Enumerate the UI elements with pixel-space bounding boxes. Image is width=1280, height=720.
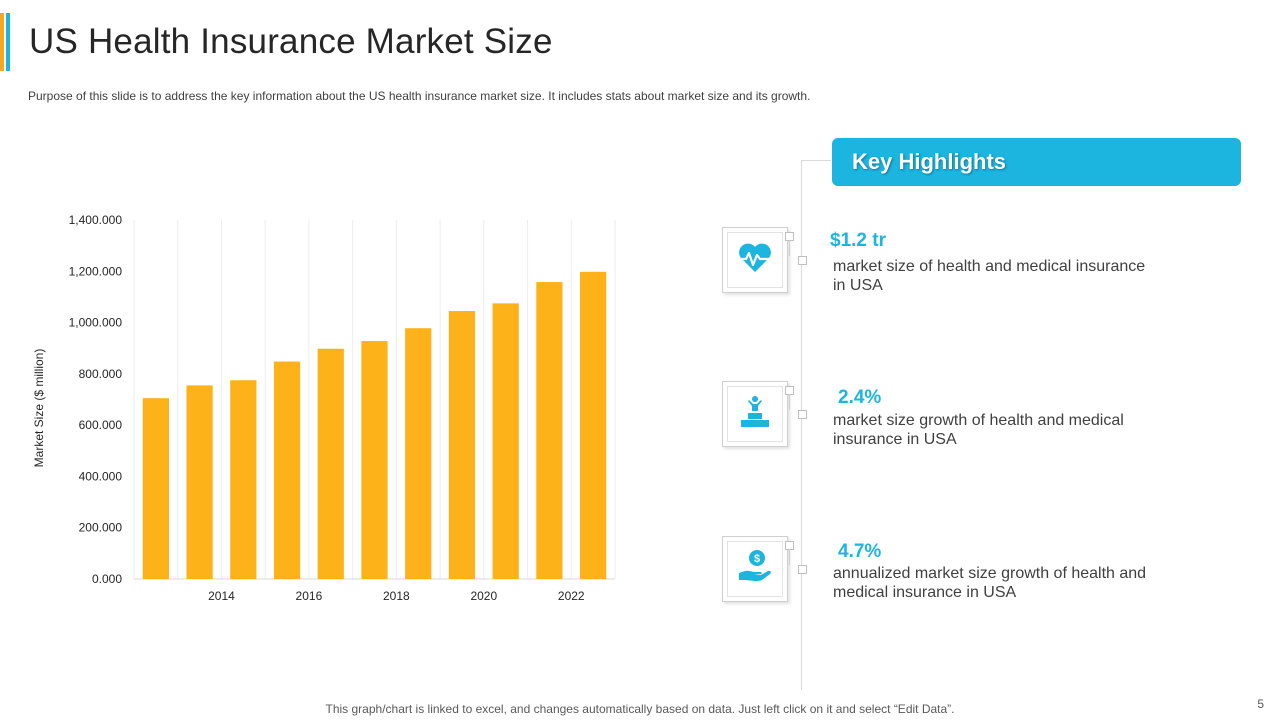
title-accent-blue [6,13,10,71]
connector-node [798,565,807,574]
bar-2014[interactable] [186,385,213,579]
highlight-3-icon-box: $ [722,536,788,602]
bar-2022[interactable] [536,282,563,579]
y-tick-label: 1,400.000 [69,213,123,227]
y-tick-label: 1,200.000 [69,264,123,278]
dollar-hand-icon: $ [735,547,775,592]
connector-line [789,549,790,565]
chart-bars[interactable] [142,271,607,579]
podium-icon [735,392,775,437]
market-size-bar-chart[interactable]: 0.000 200.000 400.000 600.000 800.000 1,000.0… [0,0,700,620]
bar-2013[interactable] [142,398,169,579]
highlight-3-description: annualized market size growth of health … [833,565,1147,601]
chart-grid [133,220,616,580]
bar-2020[interactable] [448,311,476,579]
y-axis-ticks: 0.000 200.000 400.000 600.000 800.000 1,000.0… [69,213,123,586]
y-tick-label: 200.000 [79,521,123,535]
bar-2016[interactable] [273,361,301,579]
bar-2019[interactable] [405,328,432,579]
timeline-cap [801,160,831,161]
x-axis-ticks: 2014 2016 2018 2020 2022 [208,589,585,603]
x-tick-label: 2020 [470,589,497,603]
slide-title: US Health Insurance Market Size [29,22,553,61]
highlight-2-description: market size growth of health and medical… [833,412,1124,448]
footer-note: This graph/chart is linked to excel, and… [325,702,955,716]
highlight-1-value: $1.2 tr [830,230,886,251]
key-highlights-header: Key Highlights [832,138,1241,186]
bar-2021[interactable] [492,303,519,579]
x-tick-label: 2022 [558,589,585,603]
y-tick-label: 400.000 [79,469,123,483]
y-tick-label: 600.000 [79,418,123,432]
x-tick-label: 2016 [296,589,323,603]
bar-2017[interactable] [317,348,344,579]
x-tick-label: 2018 [383,589,410,603]
highlight-1-icon-box [722,227,788,293]
highlight-3-value: 4.7% [838,541,882,562]
slide-number: 5 [1257,697,1264,711]
bar-2015[interactable] [230,380,257,579]
highlight-2-value: 2.4% [838,387,882,408]
timeline-line [801,160,802,690]
y-axis-title: Market Size ($ million) [32,349,46,468]
connector-node [798,256,807,265]
bar-2018[interactable] [361,341,388,579]
highlight-1-description: market size of health and medical insura… [833,258,1146,294]
y-tick-label: 1,000.000 [69,316,123,330]
y-tick-label: 800.000 [79,367,123,381]
y-tick-label: 0.000 [92,572,122,586]
connector-line [789,240,790,256]
bar-2023[interactable] [580,271,607,579]
heartbeat-icon [735,238,775,283]
connector-node [798,410,807,419]
title-accent-orange [0,13,4,71]
connector-line [789,394,790,410]
key-highlights-title: Key Highlights [852,149,1007,174]
highlight-2-icon-box [722,381,788,447]
svg-text:$: $ [754,553,760,565]
x-tick-label: 2014 [208,589,235,603]
slide-subtitle: Purpose of this slide is to address the … [28,89,811,103]
